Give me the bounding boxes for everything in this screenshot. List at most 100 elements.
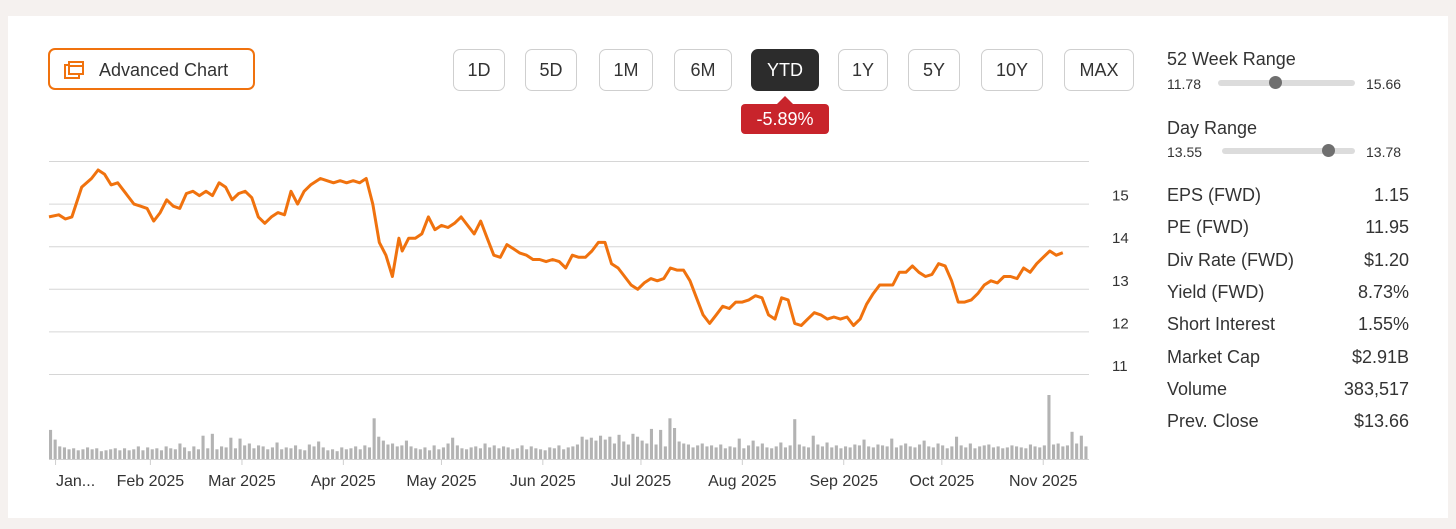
volume-bar [774,446,778,459]
volume-bar [113,448,117,459]
volume-bar [612,443,616,459]
volume-bar [1047,395,1051,459]
period-button-max[interactable]: MAX [1064,49,1134,91]
volume-bar [155,448,159,459]
period-button-5y[interactable]: 5Y [908,49,960,91]
stat-value: $13.66 [1353,411,1409,432]
volume-bar [968,443,972,459]
volume-bar [645,443,649,459]
y-axis-ticks: 15 14 13 12 11 [1112,188,1129,375]
volume-bar [206,448,210,459]
volume-bar [104,450,108,459]
volume-bar [252,448,256,459]
volume-bar [201,435,205,459]
volume-bar [233,448,237,459]
volume-bar [691,447,695,459]
volume-bar [959,445,963,459]
period-button-6m[interactable]: 6M [674,49,732,91]
volume-bar [169,448,173,459]
volume-bar [539,449,543,459]
volume-bar [178,443,182,459]
period-button-ytd[interactable]: YTD [751,49,819,91]
volume-bar [243,445,247,459]
volume-bar [326,450,330,459]
stat-row: Div Rate (FWD) $1.20 [1167,250,1409,278]
volume-bar [381,440,385,459]
volume-bars [49,395,1089,460]
y-tick-label: 15 [1112,188,1129,205]
volume-bar [141,450,145,459]
volume-bar [1001,448,1005,459]
volume-bar [973,448,977,459]
volume-bar [760,443,764,459]
stat-row: Prev. Close $13.66 [1167,411,1409,439]
volume-bar [779,442,783,459]
volume-bar [964,447,968,459]
volume-bar [132,449,136,459]
volume-bar [275,442,279,459]
volume-bar [358,449,362,459]
volume-bar [284,447,288,459]
volume-bar [220,446,224,459]
volume-bar [987,444,991,459]
volume-bar [700,443,704,459]
volume-bar [460,448,464,459]
volume-bar [478,448,482,459]
volume-bar [659,429,663,459]
volume-bar [807,447,811,459]
stat-label: EPS (FWD) [1167,185,1261,205]
day-range-low: 13.55 [1167,144,1203,160]
period-button-10y[interactable]: 10Y [981,49,1043,91]
volume-bar [1061,446,1065,459]
volume-bar [1070,431,1074,459]
volume-bar [349,448,353,459]
volume-bar [196,449,200,459]
period-button-5d[interactable]: 5D [525,49,577,91]
volume-bar [1075,443,1079,459]
volume-bar [844,446,848,459]
x-tick-label: Aug 2025 [708,473,777,490]
volume-bar [492,445,496,459]
volume-bar [335,451,339,459]
volume-bar [834,445,838,459]
stat-value: $2.91B [1351,346,1409,367]
volume-bar [423,447,427,459]
volume-bar [280,449,284,459]
period-button-1m[interactable]: 1M [599,49,653,91]
period-button-1y[interactable]: 1Y [838,49,888,91]
volume-bar [391,443,395,459]
volume-bar [575,444,579,459]
volume-bar [95,448,99,459]
volume-bar [654,444,658,459]
advanced-chart-button[interactable]: Advanced Chart [48,48,255,90]
volume-bar [1015,446,1019,459]
volume-bar [317,441,321,459]
stat-value: 8.73% [1357,281,1409,302]
volume-bar [53,439,57,459]
volume-bar [562,449,566,459]
volume-bar [520,445,524,459]
volume-bar [677,441,681,459]
volume-bar [830,447,834,459]
volume-bar [289,448,293,459]
y-tick-label: 12 [1112,315,1129,332]
chart-grid [49,161,1089,375]
volume-bar [839,448,843,459]
period-button-1d[interactable]: 1D [453,49,505,91]
volume-bar [469,447,473,459]
volume-bar [603,439,607,459]
y-tick-label: 14 [1112,230,1129,247]
volume-bar [266,449,270,459]
stat-label: Volume [1167,378,1228,399]
price-chart: 15 14 13 12 11 Jan... Feb 2025 Mar 2025 Apr 202… [48,161,1129,490]
stat-value: $1.20 [1363,249,1409,270]
volume-bar [331,449,335,459]
volume-bar [229,437,233,459]
volume-bar [372,418,376,459]
volume-bar [215,449,219,459]
week52-range-high: 15.66 [1366,76,1402,92]
stat-row: EPS (FWD) 1.15 [1167,185,1409,213]
volume-bar [81,449,85,459]
volume-bar [636,436,640,459]
volume-bar [511,449,515,459]
